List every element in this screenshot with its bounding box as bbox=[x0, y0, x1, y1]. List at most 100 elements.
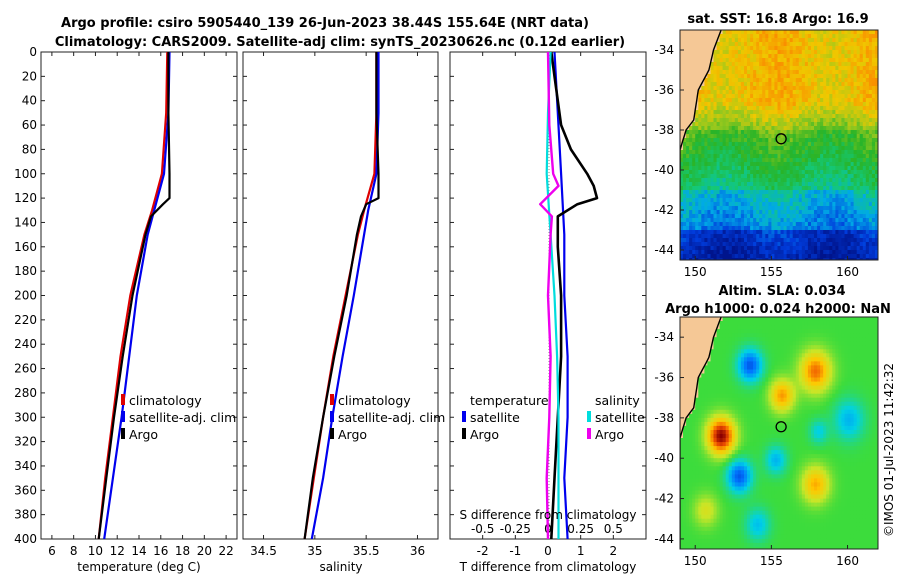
sst-cell bbox=[844, 102, 849, 107]
sst-cell bbox=[695, 242, 699, 247]
sst-cell bbox=[759, 38, 763, 43]
sst-cell bbox=[862, 74, 867, 79]
sst-cell bbox=[829, 234, 833, 239]
sst-cell bbox=[835, 158, 840, 163]
sst-cell bbox=[807, 46, 812, 51]
sst-cell bbox=[692, 230, 696, 235]
sst-cell bbox=[807, 70, 812, 75]
sst-cell bbox=[707, 106, 712, 111]
sst-cell bbox=[753, 170, 757, 175]
sst-cell bbox=[774, 82, 779, 87]
sst-cell bbox=[789, 94, 794, 99]
sst-cell bbox=[707, 154, 712, 159]
sst-cell bbox=[853, 162, 858, 167]
sst-cell bbox=[859, 58, 864, 63]
sst-cell bbox=[814, 110, 818, 115]
sst-cell bbox=[853, 178, 858, 183]
sst-cell bbox=[750, 114, 754, 119]
sst-cell bbox=[719, 46, 724, 51]
sst-cell bbox=[747, 178, 751, 183]
sla-cell bbox=[698, 369, 702, 375]
sla-cell bbox=[856, 317, 861, 322]
sst-cell bbox=[865, 106, 870, 111]
sst-cell bbox=[792, 106, 797, 111]
sst-cell bbox=[792, 218, 797, 223]
sst-cell bbox=[716, 130, 721, 135]
temperature-tick-label: 20 bbox=[197, 544, 212, 558]
sst-cell bbox=[740, 34, 745, 39]
sst-cell bbox=[777, 238, 782, 243]
sst-cell bbox=[844, 86, 849, 91]
sst-cell bbox=[719, 206, 724, 211]
sla-cell bbox=[868, 353, 873, 358]
sst-cell bbox=[841, 226, 846, 231]
sst-cell bbox=[716, 138, 721, 143]
sla-cell bbox=[707, 365, 712, 371]
sla-cell bbox=[713, 321, 718, 326]
sst-cell bbox=[792, 90, 797, 95]
sst-cell bbox=[826, 134, 830, 139]
sst-cell bbox=[716, 102, 721, 107]
sst-cell bbox=[744, 178, 748, 183]
sst-cell bbox=[740, 138, 745, 143]
sst-cell bbox=[789, 258, 794, 260]
sst-cell bbox=[759, 154, 763, 159]
sst-cell bbox=[689, 242, 693, 247]
sst-cell bbox=[698, 78, 702, 83]
sst-cell bbox=[731, 82, 736, 87]
sst-cell bbox=[817, 118, 821, 123]
sst-cell bbox=[737, 130, 742, 135]
sst-cell bbox=[780, 110, 785, 115]
sst-cell bbox=[707, 234, 712, 239]
sst-cell bbox=[856, 206, 861, 211]
sst-cell bbox=[878, 106, 882, 111]
sst-cell bbox=[701, 42, 705, 47]
sst-cell bbox=[774, 94, 779, 99]
sst-cell bbox=[801, 50, 806, 55]
sla-cell bbox=[728, 325, 733, 330]
sst-cell bbox=[750, 150, 754, 155]
sla-cell bbox=[740, 357, 745, 362]
sla-cell bbox=[680, 349, 684, 354]
sst-cell bbox=[777, 106, 782, 111]
sst-cell bbox=[750, 154, 754, 159]
sst-cell bbox=[707, 94, 712, 99]
sst-cell bbox=[753, 98, 757, 103]
legend-label-climatology: climatology bbox=[129, 393, 202, 408]
sst-cell bbox=[774, 250, 779, 255]
sst-cell bbox=[792, 238, 797, 243]
sst-cell bbox=[710, 254, 715, 259]
sla-cell bbox=[698, 341, 702, 346]
sla-cell bbox=[841, 365, 846, 371]
sla-cell bbox=[820, 349, 824, 354]
sst-cell bbox=[786, 238, 791, 243]
sst-cell bbox=[871, 194, 876, 199]
sst-cell bbox=[747, 142, 751, 147]
sla-cell bbox=[865, 317, 870, 322]
sst-cell bbox=[750, 142, 754, 147]
sst-cell bbox=[707, 122, 712, 127]
sst-cell bbox=[783, 70, 788, 75]
sst-cell bbox=[713, 126, 718, 131]
sst-cell bbox=[771, 250, 776, 255]
sst-cell bbox=[850, 74, 855, 79]
sst-cell bbox=[841, 122, 846, 127]
sst-cell bbox=[838, 106, 843, 111]
sla-cell bbox=[765, 337, 769, 342]
sst-cell bbox=[792, 126, 797, 131]
sst-cell bbox=[771, 182, 776, 187]
temperature-series bbox=[97, 52, 171, 539]
sst-cell bbox=[817, 58, 821, 63]
sst-cell bbox=[716, 118, 721, 123]
sst-cell bbox=[841, 242, 846, 247]
sst-cell bbox=[856, 214, 861, 219]
sla-cell bbox=[820, 317, 824, 322]
sla-cell bbox=[856, 365, 861, 371]
sst-cell bbox=[841, 126, 846, 131]
sst-cell bbox=[698, 118, 702, 123]
sst-cell bbox=[811, 98, 815, 103]
sla-cell bbox=[713, 317, 718, 322]
sst-cell bbox=[789, 42, 794, 47]
sst-cell bbox=[865, 174, 870, 179]
sst-cell bbox=[826, 146, 830, 151]
